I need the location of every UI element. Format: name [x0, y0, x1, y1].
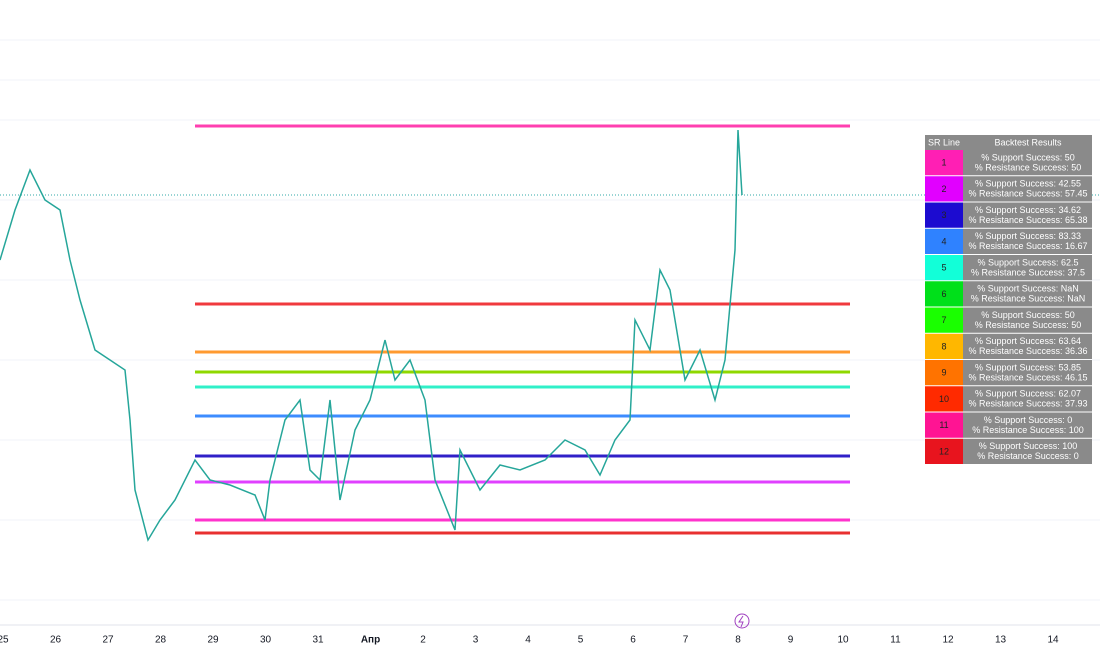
- line-swatch: [925, 438, 963, 464]
- line-number: 3: [941, 210, 946, 220]
- x-tick-label: 26: [50, 635, 62, 646]
- result-cell: [963, 255, 1092, 281]
- x-tick-label: 27: [102, 635, 114, 646]
- result-cell: [963, 307, 1092, 333]
- result-cell: [963, 281, 1092, 307]
- line-number: 2: [941, 184, 946, 194]
- line-swatch: [925, 281, 963, 307]
- line-swatch: [925, 333, 963, 359]
- x-tick-label: 11: [890, 635, 901, 646]
- support-result: % Support Success: 62.07: [975, 389, 1081, 399]
- line-number: 11: [939, 420, 948, 430]
- x-axis: 25 26 27 28 29 30 31 Апр 2 3 4 5 6 7 8 9 10 11 12 13 14: [0, 635, 1059, 646]
- resistance-result: % Resistance Success: 0: [977, 451, 1079, 461]
- support-result: % Support Success: NaN: [977, 284, 1079, 294]
- support-result: % Support Success: 83.33: [975, 231, 1081, 241]
- line-number: 4: [941, 236, 946, 246]
- support-result: % Support Success: 50: [981, 310, 1075, 320]
- resistance-result: % Resistance Success: 100: [972, 425, 1084, 435]
- grid: [0, 39, 1100, 601]
- x-tick-label: 2: [420, 635, 426, 646]
- result-cell: [963, 202, 1092, 228]
- line-number: 9: [941, 368, 946, 378]
- result-cell: [963, 360, 1092, 386]
- line-swatch: [925, 255, 963, 281]
- x-tick-label: 5: [578, 635, 584, 646]
- event-icon-bolt: [738, 615, 744, 628]
- line-number: 12: [939, 446, 949, 456]
- x-tick-label: 8: [735, 635, 741, 646]
- line-swatch: [925, 386, 963, 412]
- line-swatch: [925, 307, 963, 333]
- support-result: % Support Success: 42.55: [975, 179, 1081, 189]
- resistance-result: % Resistance Success: 50: [975, 320, 1082, 330]
- table-header-bg: [925, 135, 1092, 150]
- resistance-result: % Resistance Success: 50: [975, 162, 1082, 172]
- line-swatch: [925, 228, 963, 254]
- x-tick-label: 13: [995, 635, 1007, 646]
- support-result: % Support Success: 50: [981, 152, 1075, 162]
- result-cell: [963, 333, 1092, 359]
- support-result: % Support Success: 63.64: [975, 336, 1081, 346]
- x-tick-label: 3: [473, 635, 479, 646]
- sr-lines: [195, 124, 850, 535]
- support-result: % Support Success: 62.5: [977, 257, 1078, 267]
- line-number: 10: [939, 394, 949, 404]
- x-tick-label: 31: [312, 635, 324, 646]
- backtest-table: SR Line Backtest Results 1 % Support Succes…: [925, 135, 1092, 464]
- resistance-result: % Resistance Success: NaN: [971, 294, 1086, 304]
- resistance-result: % Resistance Success: 16.67: [968, 241, 1087, 251]
- x-tick-label: 12: [942, 635, 954, 646]
- x-tick-label: 6: [630, 635, 636, 646]
- line-number: 6: [941, 289, 946, 299]
- line-number: 7: [941, 315, 946, 325]
- x-tick-label: 7: [683, 635, 689, 646]
- header-cell: SR Line: [928, 137, 960, 147]
- result-cell: [963, 386, 1092, 412]
- line-swatch: [925, 202, 963, 228]
- x-tick-label: 4: [525, 635, 531, 646]
- x-tick-label: 9: [788, 635, 794, 646]
- resistance-result: % Resistance Success: 65.38: [968, 215, 1087, 225]
- line-number: 5: [941, 263, 946, 273]
- x-tick-label: Апр: [361, 635, 380, 646]
- line-swatch: [925, 150, 963, 176]
- x-tick-label: 14: [1047, 635, 1059, 646]
- x-tick-label: 29: [207, 635, 219, 646]
- x-tick-label: 25: [0, 635, 9, 646]
- support-result: % Support Success: 0: [984, 415, 1073, 425]
- price-series: [0, 129, 743, 542]
- resistance-result: % Resistance Success: 57.45: [968, 189, 1087, 199]
- resistance-result: % Resistance Success: 37.5: [971, 267, 1085, 277]
- resistance-result: % Resistance Success: 36.36: [968, 346, 1087, 356]
- resistance-result: % Resistance Success: 46.15: [968, 372, 1087, 382]
- header-cell: Backtest Results: [994, 137, 1062, 147]
- line-number: 8: [941, 341, 946, 351]
- support-result: % Support Success: 100: [979, 441, 1078, 451]
- support-result: % Support Success: 53.85: [975, 362, 1081, 372]
- result-cell: [963, 176, 1092, 202]
- result-cell: [963, 412, 1092, 438]
- x-tick-label: 28: [155, 635, 167, 646]
- event-icon[interactable]: [734, 613, 750, 629]
- x-tick-label: 30: [260, 635, 272, 646]
- resistance-result: % Resistance Success: 37.93: [968, 399, 1087, 409]
- x-tick-label: 10: [837, 635, 849, 646]
- line-swatch: [925, 176, 963, 202]
- line-swatch: [925, 360, 963, 386]
- result-cell: [963, 150, 1092, 176]
- line-swatch: [925, 412, 963, 438]
- support-result: % Support Success: 34.62: [975, 205, 1081, 215]
- line-number: 1: [941, 158, 946, 168]
- result-cell: [963, 228, 1092, 254]
- result-cell: [963, 438, 1092, 464]
